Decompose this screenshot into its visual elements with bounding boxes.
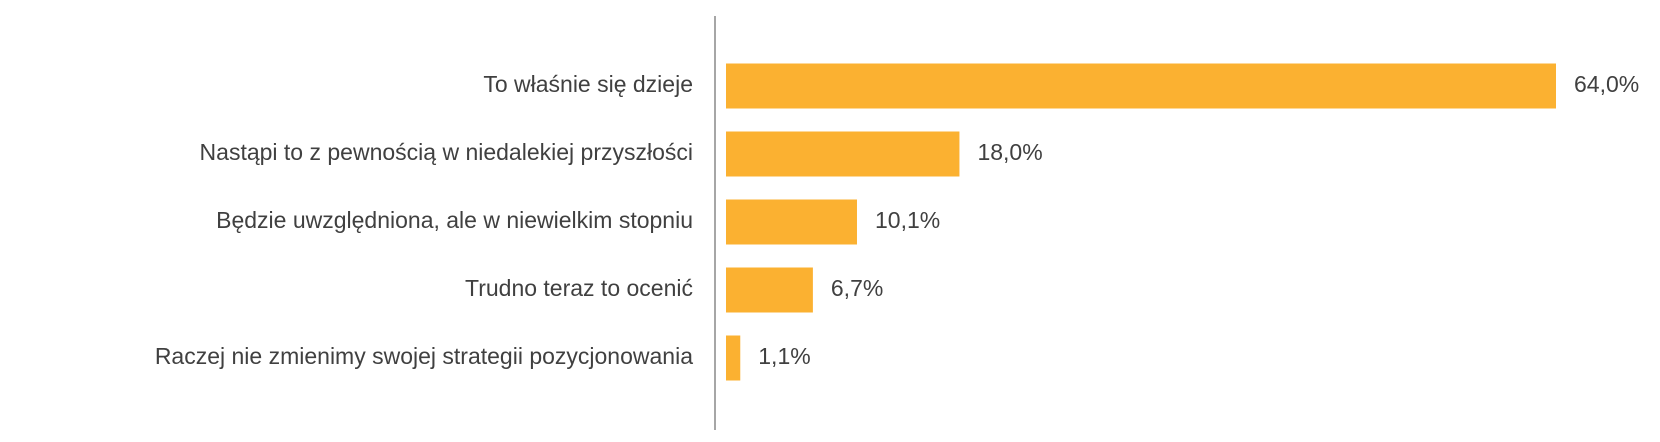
category-label: Raczej nie zmienimy swojej strategii poz… <box>155 343 693 369</box>
value-label: 10,1% <box>875 207 940 233</box>
bar <box>726 131 960 177</box>
value-label: 18,0% <box>977 139 1042 165</box>
value-label: 1,1% <box>758 343 810 369</box>
bar <box>726 63 1556 109</box>
category-label: Trudno teraz to ocenić <box>465 275 693 301</box>
category-label: Nastąpi to z pewnością w niedalekiej prz… <box>200 139 693 165</box>
value-label: 6,7% <box>831 275 883 301</box>
category-label: To właśnie się dzieje <box>483 71 693 97</box>
bar <box>726 199 857 245</box>
bar <box>726 335 741 381</box>
bar-marks: To właśnie się dzieje 64,0% Nastąpi to z p… <box>155 63 1639 381</box>
category-label: Będzie uwzględniona, ale w niewielkim st… <box>216 207 693 233</box>
value-label: 64,0% <box>1574 71 1639 97</box>
bar <box>726 267 813 313</box>
